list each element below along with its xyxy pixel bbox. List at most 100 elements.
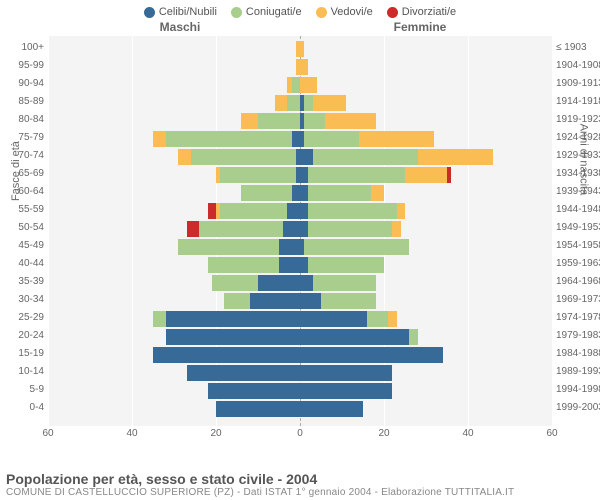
male-bar bbox=[241, 185, 300, 201]
bar-segment bbox=[405, 167, 447, 183]
pyramid-row: 70-741929-1933 bbox=[48, 148, 552, 166]
female-bar bbox=[300, 365, 392, 381]
bar-segment bbox=[292, 77, 300, 93]
pyramid-row: 40-441959-1963 bbox=[48, 256, 552, 274]
male-bar bbox=[153, 311, 300, 327]
bar-segment bbox=[313, 275, 376, 291]
pyramid-row: 80-841919-1923 bbox=[48, 112, 552, 130]
birth-year-label: 1984-1988 bbox=[552, 346, 600, 362]
female-bar bbox=[300, 239, 409, 255]
bar-segment bbox=[166, 329, 300, 345]
bar-segment bbox=[224, 293, 249, 309]
bar-segment bbox=[191, 149, 296, 165]
bar-segment bbox=[178, 149, 191, 165]
birth-year-label: ≤ 1903 bbox=[552, 40, 587, 56]
bar-segment bbox=[187, 221, 200, 237]
female-bar bbox=[300, 311, 397, 327]
legend: Celibi/NubiliConiugati/eVedovi/eDivorzia… bbox=[0, 0, 600, 20]
bar-segment bbox=[300, 257, 308, 273]
female-bar bbox=[300, 401, 363, 417]
female-bar bbox=[300, 275, 376, 291]
bar-segment bbox=[300, 77, 317, 93]
male-bar bbox=[287, 77, 300, 93]
bar-segment bbox=[153, 311, 166, 327]
pyramid-row: 100+≤ 1903 bbox=[48, 40, 552, 58]
bar-segment bbox=[208, 257, 279, 273]
pyramid-row: 15-191984-1988 bbox=[48, 346, 552, 364]
bar-segment bbox=[292, 185, 300, 201]
legend-label: Vedovi/e bbox=[331, 6, 373, 18]
birth-year-label: 1914-1918 bbox=[552, 94, 600, 110]
pyramid-row: 30-341969-1973 bbox=[48, 292, 552, 310]
bar-segment bbox=[304, 95, 312, 111]
bar-segment bbox=[241, 113, 258, 129]
bar-segment bbox=[279, 257, 300, 273]
female-bar bbox=[300, 113, 376, 129]
legend-swatch bbox=[387, 7, 398, 18]
bar-segment bbox=[220, 167, 296, 183]
male-bar bbox=[212, 275, 300, 291]
chart-title: Popolazione per età, sesso e stato civil… bbox=[6, 471, 594, 487]
male-bar bbox=[241, 113, 300, 129]
female-bar bbox=[300, 149, 493, 165]
bar-segment bbox=[300, 221, 308, 237]
bar-segment bbox=[418, 149, 494, 165]
bar-segment bbox=[313, 149, 418, 165]
birth-year-label: 1974-1978 bbox=[552, 310, 600, 326]
birth-year-label: 1919-1923 bbox=[552, 112, 600, 128]
chart-container: Celibi/NubiliConiugati/eVedovi/eDivorzia… bbox=[0, 0, 600, 500]
male-bar bbox=[178, 239, 300, 255]
x-tick-label: 0 bbox=[297, 426, 303, 439]
male-bar bbox=[187, 365, 300, 381]
male-bar bbox=[153, 347, 300, 363]
bar-segment bbox=[250, 293, 300, 309]
male-bar bbox=[166, 329, 300, 345]
age-label: 15-19 bbox=[18, 346, 48, 362]
bar-segment bbox=[300, 365, 392, 381]
age-label: 70-74 bbox=[18, 148, 48, 164]
female-bar bbox=[300, 41, 304, 57]
male-bar bbox=[224, 293, 300, 309]
female-bar bbox=[300, 347, 443, 363]
age-label: 95-99 bbox=[18, 58, 48, 74]
bar-segment bbox=[153, 347, 300, 363]
bar-segment bbox=[241, 185, 291, 201]
bar-segment bbox=[166, 131, 292, 147]
bar-segment bbox=[300, 275, 313, 291]
column-headers: Maschi Femmine bbox=[0, 20, 600, 34]
birth-year-label: 1989-1993 bbox=[552, 364, 600, 380]
bar-segment bbox=[300, 329, 409, 345]
birth-year-label: 1959-1963 bbox=[552, 256, 600, 272]
bar-segment bbox=[300, 203, 308, 219]
bar-segment bbox=[300, 311, 367, 327]
age-label: 5-9 bbox=[30, 382, 48, 398]
bar-segment bbox=[304, 113, 325, 129]
bar-segment bbox=[300, 59, 308, 75]
bar-segment bbox=[308, 185, 371, 201]
female-bar bbox=[300, 77, 317, 93]
birth-year-label: 1924-1928 bbox=[552, 130, 600, 146]
female-bar bbox=[300, 167, 451, 183]
age-label: 75-79 bbox=[18, 130, 48, 146]
bar-segment bbox=[153, 131, 166, 147]
age-label: 85-89 bbox=[18, 94, 48, 110]
pyramid-row: 10-141989-1993 bbox=[48, 364, 552, 382]
pyramid-row: 25-291974-1978 bbox=[48, 310, 552, 328]
female-bar bbox=[300, 293, 376, 309]
pyramid-row: 35-391964-1968 bbox=[48, 274, 552, 292]
bar-segment bbox=[208, 383, 300, 399]
bar-segment bbox=[279, 239, 300, 255]
birth-year-label: 1934-1938 bbox=[552, 166, 600, 182]
bar-segment bbox=[359, 131, 435, 147]
x-tick-label: 60 bbox=[546, 426, 557, 439]
age-label: 20-24 bbox=[18, 328, 48, 344]
x-tick-label: 60 bbox=[42, 426, 53, 439]
bar-segment bbox=[304, 239, 409, 255]
x-tick-label: 40 bbox=[126, 426, 137, 439]
bar-segment bbox=[447, 167, 451, 183]
bar-segment bbox=[287, 95, 300, 111]
pyramid-row: 65-691934-1938 bbox=[48, 166, 552, 184]
male-bar bbox=[178, 149, 300, 165]
birth-year-label: 1944-1948 bbox=[552, 202, 600, 218]
bar-segment bbox=[300, 293, 321, 309]
